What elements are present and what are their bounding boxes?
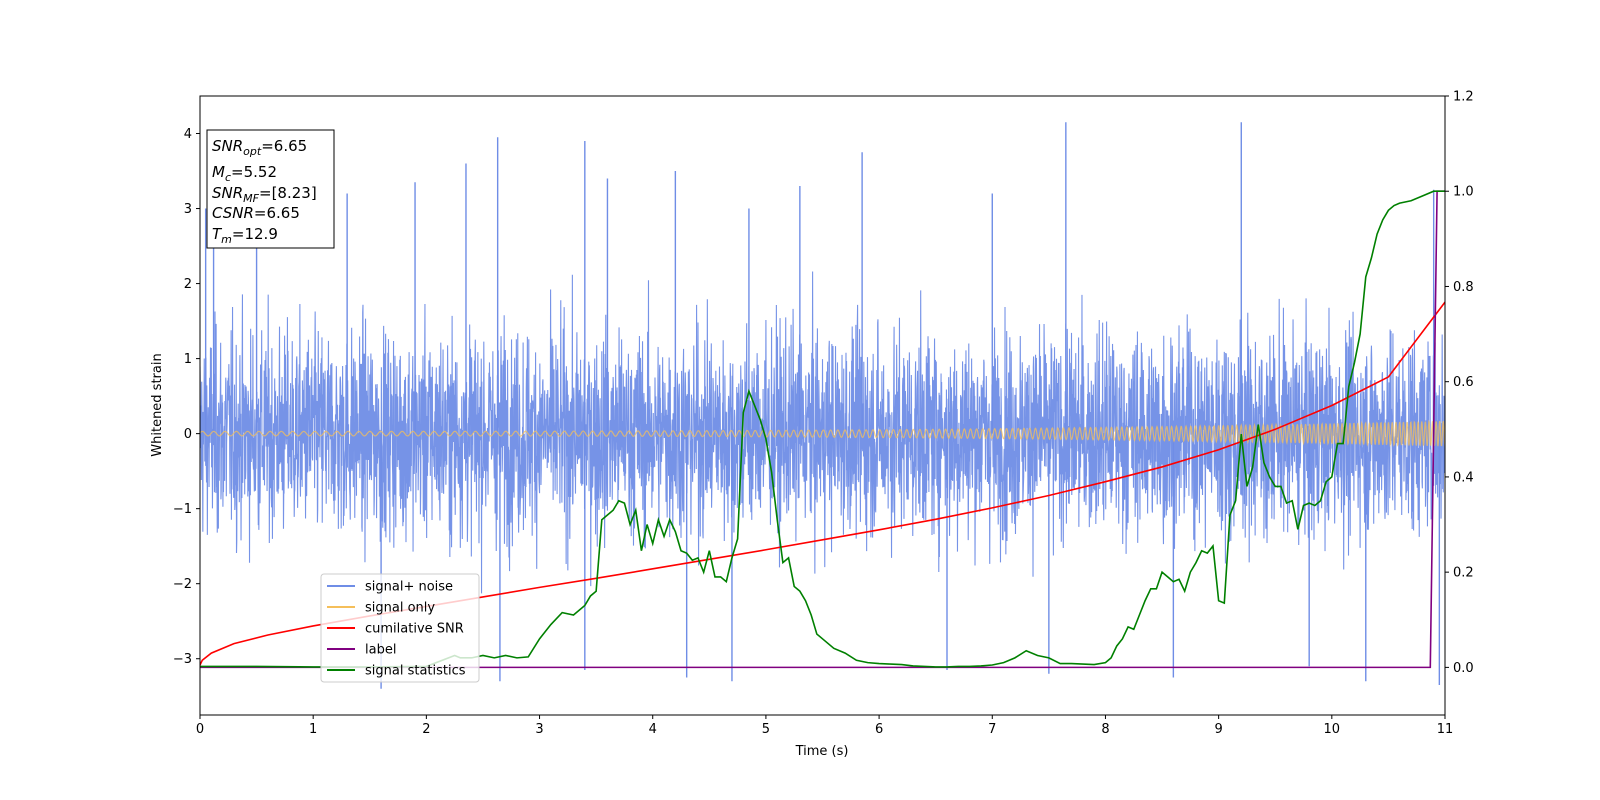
- series-signal-only: [200, 419, 1445, 448]
- x-axis-label: Time (s): [795, 744, 849, 759]
- legend-frame: [320, 573, 480, 683]
- y-tick-label: −1: [173, 502, 192, 517]
- textbox-line: SNRopt=6.65: [212, 137, 307, 158]
- x-tick-label: 5: [762, 722, 770, 737]
- x-tick-label: 9: [1214, 722, 1222, 737]
- y-tick-label: 1: [184, 352, 192, 367]
- y2-tick-label: 0.6: [1453, 375, 1474, 390]
- legend-entry: signal statistics: [327, 664, 466, 679]
- legend-entry: signal+ noise: [327, 580, 453, 595]
- legend-label: signal only: [365, 601, 435, 616]
- x-tick-label: 3: [535, 722, 543, 737]
- legend-entry: label: [327, 643, 396, 658]
- x-tick-label: 4: [649, 722, 657, 737]
- axes-layer: 0 1 2 3 4 5 6 7 8 9 10 11 −3 −2 −1 0 1 2 3 4 0.0 0.2 0.4 0.6 0.8…: [173, 90, 1474, 738]
- textbox-line: Mc=5.52: [212, 163, 277, 184]
- legend-label: label: [365, 643, 396, 658]
- x-tick-label: 7: [988, 722, 996, 737]
- legend-entry: cumilative SNR: [327, 622, 464, 637]
- y-axis-label: Whitened strain: [150, 353, 165, 456]
- y2-tick-label: 0.0: [1453, 661, 1474, 676]
- legend-label: signal statistics: [365, 664, 466, 679]
- legend-label: cumilative SNR: [365, 622, 464, 637]
- y2-tick-label: 0.4: [1453, 470, 1474, 485]
- legend-label: signal+ noise: [365, 580, 453, 595]
- legend: signal+ noise signal only cumilative SNR la…: [320, 573, 480, 683]
- y-tick-label: −3: [173, 652, 192, 667]
- y2-tick-label: 1.0: [1453, 185, 1474, 200]
- y-tick-label: −2: [173, 577, 192, 592]
- legend-entry: signal only: [327, 601, 435, 616]
- series-cumilative-snr: [200, 301, 1445, 666]
- y-tick-label: 4: [184, 127, 192, 142]
- y-tick-label: 0: [184, 427, 192, 442]
- textbox-line: Tm=12.9: [212, 225, 278, 246]
- textbox-frame: [206, 129, 335, 249]
- y2-tick-label: 0.8: [1453, 280, 1474, 295]
- textbox-line: CSNR=6.65: [212, 204, 300, 222]
- y2-tick-label: 1.2: [1453, 90, 1474, 105]
- x-tick-label: 0: [196, 722, 204, 737]
- series-signal-statistics: [200, 190, 1445, 668]
- x-tick-label: 1: [309, 722, 317, 737]
- y-tick-label: 3: [184, 202, 192, 217]
- x-tick-label: 10: [1324, 722, 1341, 737]
- x-tick-label: 11: [1437, 722, 1454, 737]
- series-layer: [200, 122, 1445, 689]
- x-tick-label: 8: [1101, 722, 1109, 737]
- textbox-line: SNRMF=[8.23]: [212, 184, 317, 205]
- x-tick-label: 6: [875, 722, 883, 737]
- y2-tick-label: 0.2: [1453, 566, 1474, 581]
- plot-frame: [199, 95, 1446, 716]
- y-tick-label: 2: [184, 277, 192, 292]
- x-tick-label: 2: [422, 722, 430, 737]
